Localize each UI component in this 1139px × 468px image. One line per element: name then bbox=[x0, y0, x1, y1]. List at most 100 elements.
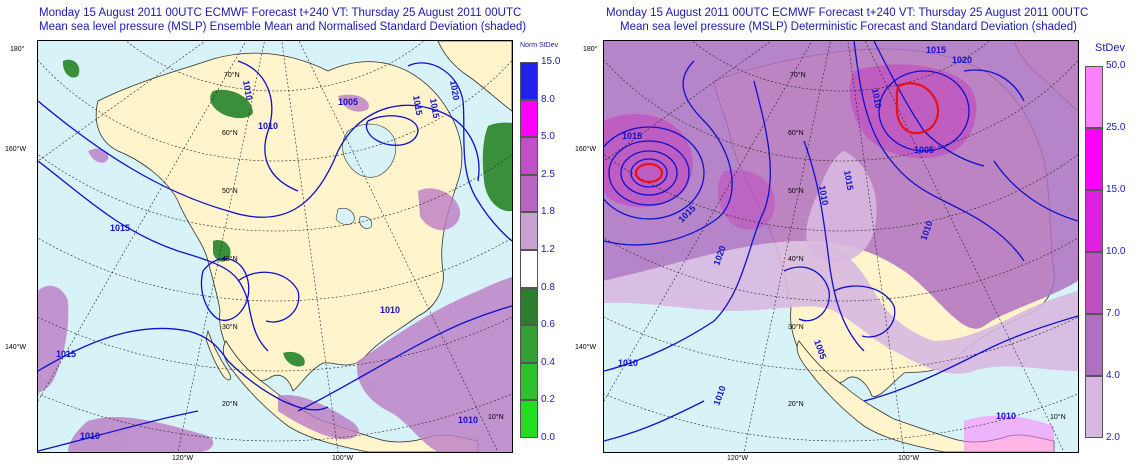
left-lon-label-140w: 140°W bbox=[5, 344, 27, 351]
deep-low-contours bbox=[634, 82, 940, 184]
lat-label: 60°N bbox=[788, 129, 804, 137]
lat-label: 60°N bbox=[222, 129, 238, 137]
legend-swatch bbox=[1085, 128, 1103, 190]
lat-label: 30°N bbox=[222, 323, 238, 331]
contour-label: 1015 bbox=[842, 170, 855, 191]
contour-label: 1005 bbox=[914, 145, 934, 155]
lat-label: 50°N bbox=[222, 187, 238, 195]
legend-tick-label: 0.8 bbox=[541, 281, 555, 293]
right-legend-title: StDev bbox=[1095, 42, 1125, 54]
legend-tick-label: 8.0 bbox=[541, 93, 555, 105]
std-shading bbox=[604, 41, 1078, 452]
legend-swatch bbox=[520, 362, 538, 401]
legend-tick-label: 2.5 bbox=[541, 168, 555, 180]
contour-label: 1015 bbox=[622, 131, 642, 141]
right-map: 1015 1020 1015 1010 1005 1015 1010 1020 … bbox=[603, 40, 1079, 453]
left-legend-title: Norm StDev bbox=[520, 42, 559, 49]
lat-label: 10°N bbox=[488, 413, 504, 421]
contour-label: 1015 bbox=[411, 95, 424, 116]
left-lon-label-100w: 100°W bbox=[332, 455, 354, 462]
contour-label: 1015 bbox=[56, 349, 76, 359]
left-legend: Norm StDev 15.0 8.0 5.0 2.5 1.8 1.2 0.8 0.6 0.4 0… bbox=[520, 42, 570, 447]
contour-label: 1010 bbox=[258, 121, 278, 131]
contour-label: 1010 bbox=[241, 80, 254, 101]
legend-swatch bbox=[520, 99, 538, 138]
legend-tick-label: 0.0 bbox=[541, 432, 555, 443]
legend-swatch bbox=[520, 62, 538, 100]
std-shading-purple bbox=[38, 94, 512, 452]
lat-label: 40°N bbox=[788, 255, 804, 263]
lat-label: 50°N bbox=[788, 187, 804, 195]
left-lat-labels: 70°N 60°N 50°N 40°N 30°N 20°N 10°N bbox=[222, 71, 504, 421]
legend-tick-label: 0.6 bbox=[541, 319, 555, 331]
legend-swatch bbox=[520, 400, 538, 438]
legend-swatch bbox=[1085, 190, 1103, 252]
legend-swatch bbox=[520, 250, 538, 288]
graticule bbox=[604, 41, 1078, 452]
right-map-svg: 1015 1020 1015 1010 1005 1015 1010 1020 … bbox=[604, 41, 1078, 452]
right-lon-label-180: 180° bbox=[583, 46, 598, 53]
legend-swatch bbox=[520, 137, 538, 175]
mslp-contours bbox=[604, 41, 1078, 442]
legend-tick-label: 4.0 bbox=[1106, 370, 1120, 381]
contour-label: 1020 bbox=[448, 80, 461, 101]
legend-tick-label: 15.0 bbox=[1106, 184, 1126, 195]
left-map: 1010 1015 1010 1005 1020 1015 1015 1010 … bbox=[37, 40, 513, 453]
legend-tick-label: 0.4 bbox=[541, 356, 555, 368]
left-map-svg: 1010 1015 1010 1005 1020 1015 1015 1010 … bbox=[38, 41, 512, 452]
right-lon-label-140w: 140°W bbox=[575, 344, 597, 351]
contour-label: 1015 bbox=[428, 98, 441, 119]
lat-label: 20°N bbox=[788, 400, 804, 408]
lat-label: 70°N bbox=[790, 71, 806, 79]
land-greenland bbox=[437, 41, 512, 112]
contour-label: 1010 bbox=[380, 305, 400, 315]
legend-tick-label: 15.0 bbox=[541, 56, 561, 67]
right-lon-label-120w: 120°W bbox=[727, 455, 749, 462]
lat-label: 20°N bbox=[222, 400, 238, 408]
left-lon-label-180: 180° bbox=[10, 46, 25, 53]
contour-label: 1005 bbox=[338, 97, 358, 107]
left-title-line1: Monday 15 August 2011 00UTC ECMWF Foreca… bbox=[39, 7, 522, 19]
contour-label: 1010 bbox=[458, 415, 478, 425]
legend-tick-label: 50.0 bbox=[1106, 60, 1126, 71]
right-lon-label-160w: 160°W bbox=[575, 146, 597, 153]
left-contour-labels: 1010 1015 1010 1005 1020 1015 1015 1010 … bbox=[56, 80, 478, 441]
legend-swatch bbox=[1085, 252, 1103, 314]
legend-swatch bbox=[520, 174, 538, 213]
std-shading-green bbox=[62, 59, 512, 367]
contour-label: 1010 bbox=[817, 185, 830, 206]
contour-label: 1010 bbox=[870, 88, 883, 109]
right-lat-labels: 70°N 60°N 50°N 40°N 30°N 20°N 10°N bbox=[788, 71, 1066, 421]
left-lon-label-120w: 120°W bbox=[172, 455, 194, 462]
legend-tick-label: 0.2 bbox=[541, 394, 555, 406]
legend-tick-label: 2.0 bbox=[1106, 432, 1120, 443]
legend-tick-label: 10.0 bbox=[1106, 246, 1126, 257]
right-title-line2: Mean sea level pressure (MSLP) Determini… bbox=[620, 21, 1078, 33]
lat-label: 30°N bbox=[788, 323, 804, 331]
legend-tick-label: 25.0 bbox=[1106, 122, 1126, 133]
right-legend: StDev 50.0 25.0 15.0 10.0 7.0 4.0 2.0 bbox=[1085, 42, 1137, 447]
legend-swatch bbox=[520, 287, 538, 326]
graticule bbox=[38, 41, 512, 452]
left-title-line2: Mean sea level pressure (MSLP) Ensemble … bbox=[39, 21, 527, 33]
legend-swatch bbox=[1085, 376, 1103, 438]
legend-swatch bbox=[1085, 66, 1103, 128]
legend-tick-label: 1.8 bbox=[541, 206, 555, 218]
left-lon-label-160w: 160°W bbox=[5, 146, 27, 153]
hudson-bay bbox=[342, 123, 397, 178]
contour-label: 1010 bbox=[618, 358, 638, 368]
right-title-line1: Monday 15 August 2011 00UTC ECMWF Foreca… bbox=[606, 7, 1089, 19]
legend-swatch bbox=[520, 325, 538, 363]
great-lakes bbox=[335, 208, 373, 229]
legend-tick-label: 1.2 bbox=[541, 244, 555, 255]
legend-swatch bbox=[1085, 314, 1103, 376]
contour-label: 1015 bbox=[110, 223, 130, 233]
lat-label: 10°N bbox=[1050, 413, 1066, 421]
legend-tick-label: 5.0 bbox=[541, 131, 555, 143]
legend-tick-label: 7.0 bbox=[1106, 308, 1120, 319]
contour-label: 1010 bbox=[80, 431, 100, 441]
right-lon-label-100w: 100°W bbox=[898, 455, 920, 462]
contour-label: 1020 bbox=[952, 55, 972, 65]
legend-swatch bbox=[520, 212, 538, 250]
lat-label: 70°N bbox=[224, 71, 240, 79]
